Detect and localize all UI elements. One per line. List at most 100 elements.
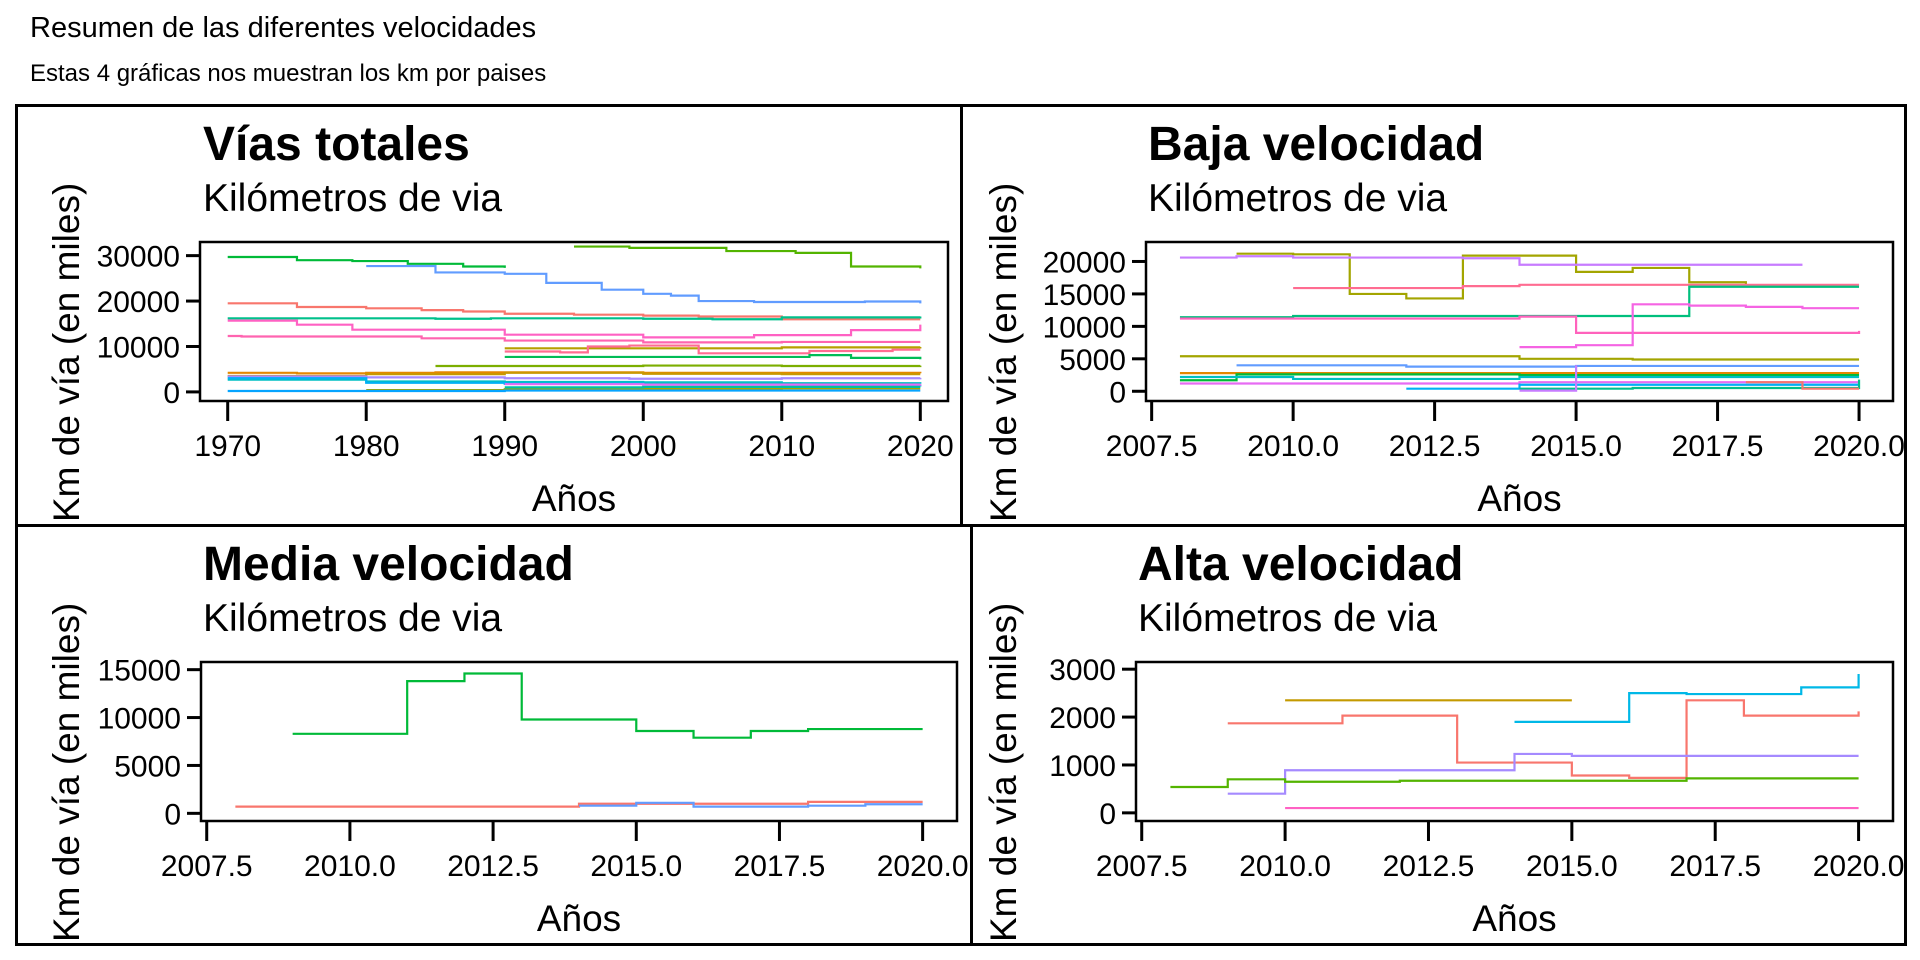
series-line-5 [1519, 303, 1860, 349]
series-line-0 [1236, 252, 1747, 300]
panel-title: Alta velocidad [1138, 538, 1464, 591]
series-line-8 [504, 344, 921, 355]
x-axis-label: Años [1472, 898, 1556, 939]
x-tick-label: 2000 [610, 430, 677, 463]
y-tick-label: 15000 [98, 655, 181, 688]
series-line-3 [1179, 285, 1860, 319]
series-line-3 [1227, 752, 1859, 795]
panel-subtitle: Kilómetros de via [203, 177, 503, 220]
x-tick-label: 2015.0 [1530, 430, 1622, 463]
series-line-12 [227, 371, 921, 378]
series-line-13 [1519, 379, 1861, 390]
chart-0: 0 10000 20000 30000 1970 1980 1990 2000 2010 2020… [97, 241, 954, 519]
x-tick-label: 2012.5 [1383, 850, 1475, 883]
series-line-2 [1293, 283, 1860, 290]
x-axis-label: Años [1477, 478, 1561, 519]
series-line-7 [1236, 364, 1860, 368]
x-tick-label: 2010 [748, 430, 815, 463]
y-tick-label: 10000 [1043, 311, 1126, 344]
panel-subtitle: Kilómetros de via [1138, 597, 1438, 640]
main-subtitle: Estas 4 gráficas nos muestran los km por… [30, 60, 547, 87]
y-tick-label: 30000 [97, 241, 180, 274]
panel-subtitle: Kilómetros de via [1148, 177, 1448, 220]
plot-frame [1134, 660, 1895, 823]
chart-2: 0 5000 10000 15000 2007.5 2010.0 2012.5 2015.0 2… [98, 655, 969, 939]
series-line-6 [227, 334, 921, 344]
y-tick-label: 0 [1099, 798, 1116, 831]
plot-frame [199, 660, 959, 823]
x-tick-label: 2015.0 [590, 850, 682, 883]
x-tick-label: 1990 [471, 430, 538, 463]
x-tick-label: 2007.5 [161, 850, 253, 883]
y-tick-label: 20000 [97, 286, 180, 319]
series-line-0 [227, 255, 506, 268]
series-line-0 [292, 672, 923, 739]
x-tick-label: 2010.0 [1239, 850, 1331, 883]
x-tick-label: 2007.5 [1096, 850, 1188, 883]
panel-title: Media velocidad [203, 538, 574, 591]
x-tick-label: 2012.5 [447, 850, 539, 883]
x-tick-label: 2015.0 [1526, 850, 1618, 883]
plot-frame [198, 240, 950, 403]
chart-3: 0 1000 2000 3000 2007.5 2010.0 2012.5 2015.0 201… [1049, 654, 1904, 939]
x-axis-label: Años [537, 898, 621, 939]
x-tick-label: 2017.5 [734, 850, 826, 883]
series-line-1 [1514, 673, 1860, 723]
y-tick-label: 0 [1109, 376, 1126, 409]
panel-subtitle: Kilómetros de via [203, 597, 503, 640]
plot-frame [1144, 240, 1895, 403]
x-tick-label: 2020 [887, 430, 954, 463]
series-line-7 [504, 346, 922, 350]
series-line-2 [579, 801, 923, 808]
series-line-14 [1519, 365, 1578, 392]
series-line-2 [1227, 699, 1860, 779]
x-tick-label: 1980 [333, 430, 400, 463]
panel-media-velocidad: Km de vía (en miles) Media velocidad Kil… [15, 524, 973, 946]
x-tick-label: 2020.0 [1813, 430, 1905, 463]
panel-title: Baja velocidad [1148, 118, 1485, 171]
x-tick-label: 2010.0 [304, 850, 396, 883]
series-line-1 [1179, 255, 1803, 266]
x-axis-label: Años [532, 478, 616, 519]
series-line-10 [1179, 375, 1860, 381]
series-line-4 [227, 316, 922, 321]
panel-title: Vías totales [203, 118, 470, 171]
y-tick-label: 5000 [114, 750, 181, 783]
y-tick-label: 1000 [1049, 750, 1116, 783]
x-tick-label: 2012.5 [1389, 430, 1481, 463]
series-line-13 [227, 375, 922, 380]
x-tick-label: 2010.0 [1247, 430, 1339, 463]
x-tick-label: 2020.0 [877, 850, 969, 883]
y-tick-label: 0 [164, 798, 181, 831]
series-line-15 [1745, 381, 1860, 390]
series-line-12 [1406, 383, 1860, 390]
x-tick-label: 2007.5 [1106, 430, 1198, 463]
series-line-6 [1179, 355, 1860, 361]
panel-vias-totales: Km de vía (en miles) Vías totales Kilóme… [15, 104, 963, 527]
y-tick-label: 2000 [1049, 702, 1116, 735]
series-line-5 [227, 319, 922, 339]
x-tick-label: 2020.0 [1813, 850, 1905, 883]
series-line-2 [574, 245, 922, 269]
series-line-9 [504, 354, 922, 360]
x-tick-label: 2017.5 [1669, 850, 1761, 883]
series-line-1 [366, 264, 922, 304]
series-line-11 [1179, 381, 1860, 385]
series-line-4 [1179, 315, 1861, 334]
panel-alta-velocidad: Km de vía (en miles) Alta velocidad Kiló… [970, 524, 1907, 946]
series-line-3 [227, 302, 921, 321]
x-tick-label: 1970 [194, 430, 261, 463]
main-title: Resumen de las diferentes velocidades [30, 12, 537, 44]
y-tick-label: 10000 [97, 331, 180, 364]
y-tick-label: 5000 [1059, 344, 1126, 377]
y-tick-label: 20000 [1043, 246, 1126, 279]
y-tick-label: 10000 [98, 703, 181, 736]
series-line-11 [227, 371, 922, 375]
series-line-4 [1170, 777, 1859, 789]
y-tick-label: 15000 [1043, 279, 1126, 312]
y-tick-label: 3000 [1049, 654, 1116, 687]
x-tick-label: 2017.5 [1672, 430, 1764, 463]
y-tick-label: 0 [163, 377, 180, 410]
